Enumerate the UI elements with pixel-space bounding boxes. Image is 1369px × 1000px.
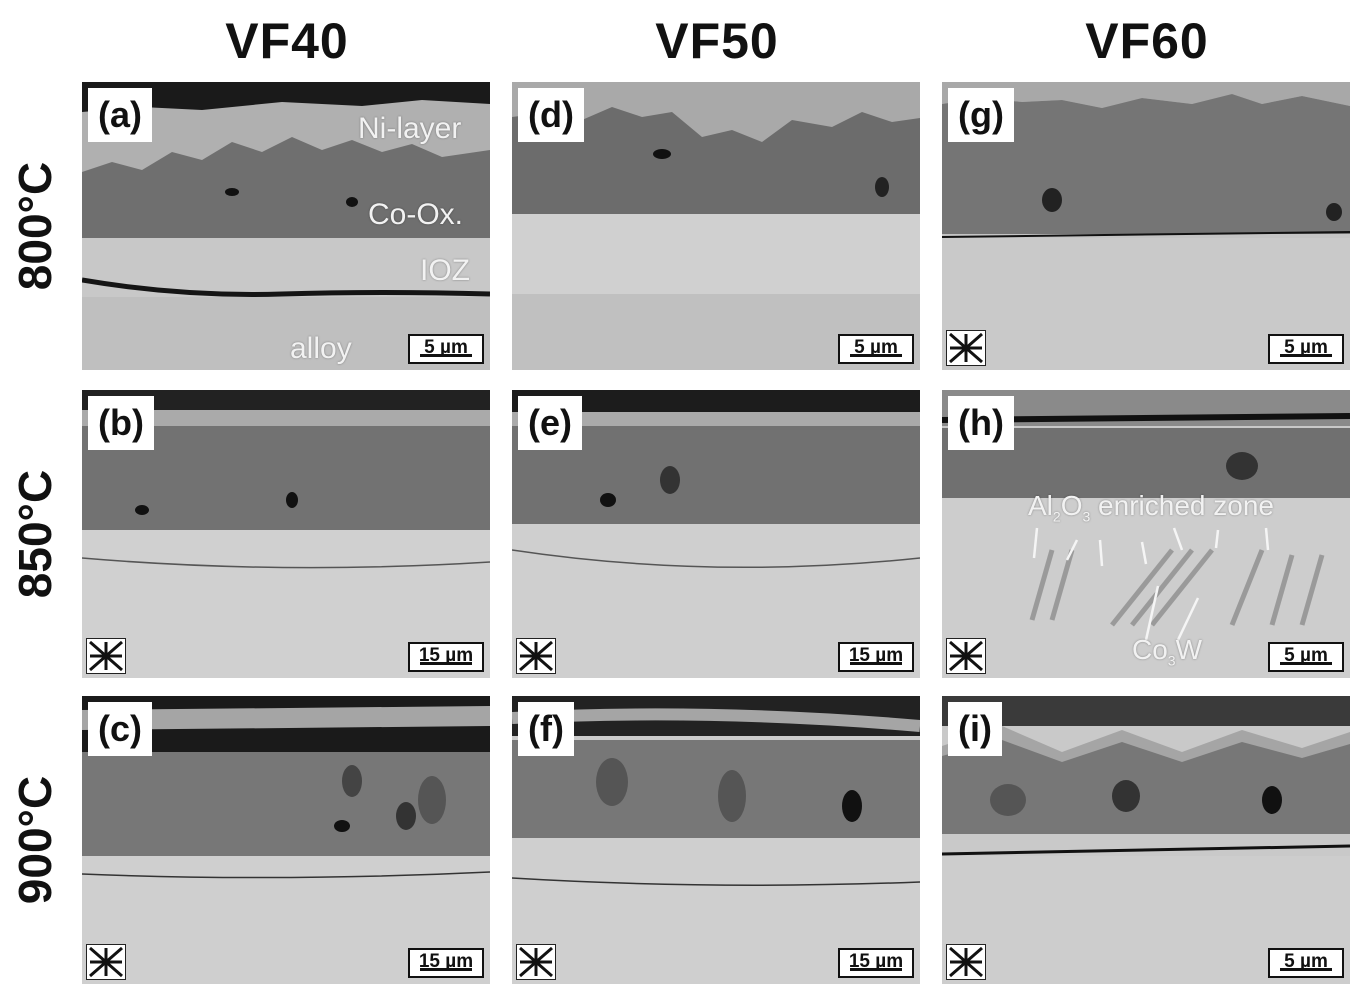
sem-panel-c: (c) 15 µm [82, 696, 490, 984]
annotation-arrows [1032, 527, 1270, 641]
scale-bar: 15 µm [408, 642, 484, 672]
scale-bar: 15 µm [838, 948, 914, 978]
row-header-800c: 800°C [9, 161, 61, 291]
column-header-vf50: VF50 [655, 13, 779, 69]
column-header-vf60: VF60 [1085, 13, 1209, 69]
scale-bar: 15 µm [408, 948, 484, 978]
orientation-icon [516, 638, 556, 674]
orientation-icon [946, 330, 986, 366]
panel-label: (a) [88, 88, 152, 142]
annotation-alloy: alloy [290, 332, 352, 365]
panel-label: (g) [948, 88, 1014, 142]
sem-panel-g: (g) 5 µm [942, 82, 1350, 370]
sem-panel-a: (a) Ni-layer Co-Ox. IOZ alloy 5 µm [82, 82, 490, 370]
row-header-900c: 900°C [9, 775, 61, 905]
panel-label: (h) [948, 396, 1014, 450]
sem-panel-f: (f) 15 µm [512, 696, 920, 984]
panel-label: (e) [518, 396, 582, 450]
column-header-vf40: VF40 [225, 13, 349, 69]
panel-label: (b) [88, 396, 154, 450]
micrograph-b [82, 390, 490, 678]
orientation-icon [86, 638, 126, 674]
scale-bar: 5 µm [1268, 642, 1344, 672]
micrograph-a [82, 82, 490, 370]
panel-label: (c) [88, 702, 152, 756]
micrograph-f [512, 696, 920, 984]
row-header-850c: 850°C [9, 469, 61, 599]
sem-panel-i: (i) 5 µm [942, 696, 1350, 984]
sem-panel-h: (h) Al2O3 enriched zone Co3W 5 µm [942, 390, 1350, 678]
panel-label: (d) [518, 88, 584, 142]
scale-bar: 5 µm [1268, 948, 1344, 978]
annotation-ioz: IOZ [420, 254, 470, 287]
panel-label: (i) [948, 702, 1002, 756]
orientation-icon [946, 944, 986, 980]
scale-bar: 15 µm [838, 642, 914, 672]
annotation-ni-layer: Ni-layer [358, 112, 462, 145]
annotation-al2o3-zone: Al2O3 enriched zone [1028, 490, 1274, 525]
micrograph-g [942, 82, 1350, 370]
sem-panel-b: (b) 15 µm [82, 390, 490, 678]
scale-bar: 5 µm [838, 334, 914, 364]
orientation-icon [946, 638, 986, 674]
orientation-icon [516, 944, 556, 980]
scale-bar: 5 µm [1268, 334, 1344, 364]
sem-panel-e: (e) 15 µm [512, 390, 920, 678]
orientation-icon [86, 944, 126, 980]
panel-label: (f) [518, 702, 574, 756]
scale-bar: 5 µm [408, 334, 484, 364]
annotation-co3w: Co3W [1132, 634, 1203, 669]
sem-panel-d: (d) 5 µm [512, 82, 920, 370]
micrograph-i [942, 696, 1350, 984]
annotation-co-ox: Co-Ox. [368, 198, 464, 231]
